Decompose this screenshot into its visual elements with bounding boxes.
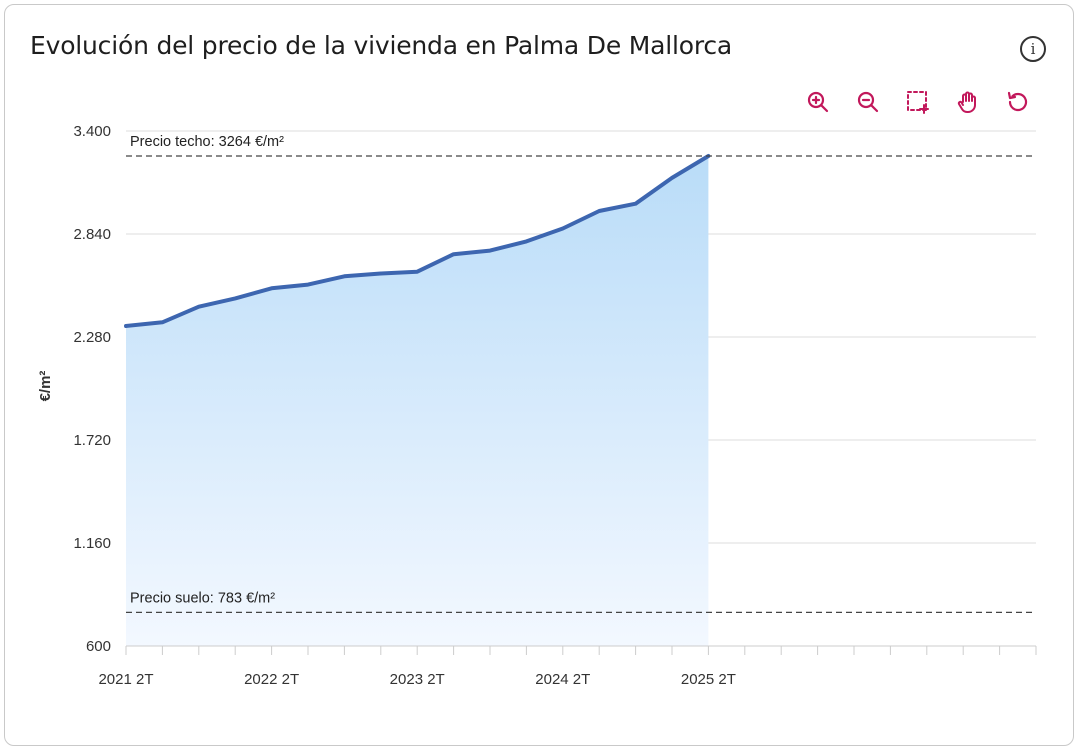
info-circle-icon[interactable]: i [1020,36,1046,62]
y-tick-label: 1.160 [73,535,111,552]
x-tick-label: 2021 2T [98,671,153,688]
y-tick-label: 3.400 [73,123,111,140]
zoom-out-icon[interactable] [856,90,880,114]
ceiling-price-label: Precio techo: 3264 €/m² [130,134,284,150]
y-tick-label: 2.280 [73,329,111,346]
zoom-in-icon[interactable] [806,90,830,114]
x-tick-label: 2023 2T [390,671,445,688]
y-tick-label: 2.840 [73,226,111,243]
y-tick-label: 600 [86,638,111,655]
x-tick-label: 2024 2T [535,671,590,688]
reset-icon[interactable] [1006,90,1030,114]
chart-toolbar [806,90,1030,114]
series-area-fill [126,156,709,646]
series-line[interactable] [124,154,711,328]
y-tick-label: 1.720 [73,432,111,449]
x-tick-label: 2025 2T [681,671,736,688]
chart-title: Evolución del precio de la vivienda en P… [30,31,733,60]
y-axis-title: €/m² [37,371,54,402]
floor-price-label: Precio suelo: 783 €/m² [130,590,275,606]
pan-hand-icon[interactable] [956,90,980,114]
x-tick-label: 2022 2T [244,671,299,688]
selection-zoom-icon[interactable] [906,90,930,114]
